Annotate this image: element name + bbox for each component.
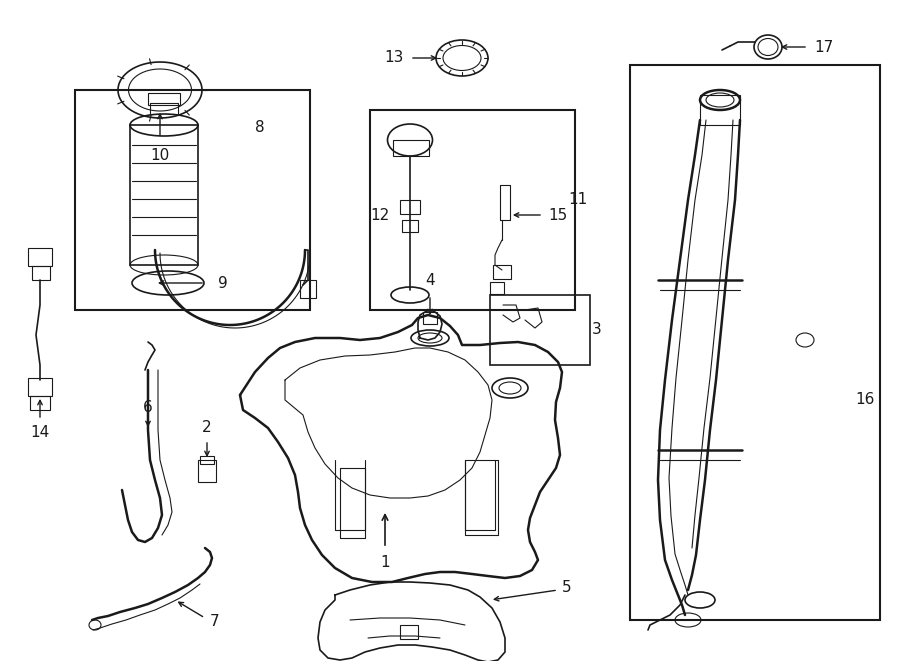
Text: 2: 2 <box>202 420 211 435</box>
Bar <box>493 265 511 279</box>
Text: 3: 3 <box>592 323 602 338</box>
Bar <box>28 378 52 396</box>
Bar <box>300 280 316 298</box>
Bar <box>490 295 590 365</box>
Bar <box>700 95 740 125</box>
Text: 13: 13 <box>384 50 404 65</box>
Text: 9: 9 <box>218 276 228 290</box>
Text: 11: 11 <box>568 192 587 208</box>
Bar <box>400 200 420 214</box>
Bar <box>30 396 50 410</box>
Text: 7: 7 <box>210 615 220 629</box>
Bar <box>198 460 216 482</box>
Text: 10: 10 <box>150 148 169 163</box>
Bar <box>490 282 504 294</box>
Text: 4: 4 <box>425 273 435 288</box>
Bar <box>402 220 418 232</box>
Text: 12: 12 <box>371 208 390 223</box>
Bar <box>148 93 180 105</box>
Bar <box>28 248 52 266</box>
Bar <box>75 90 310 310</box>
Text: 14: 14 <box>31 425 50 440</box>
Bar <box>400 625 418 639</box>
Text: 5: 5 <box>562 580 572 596</box>
Text: 6: 6 <box>143 400 153 415</box>
Text: 17: 17 <box>814 40 833 54</box>
Bar <box>370 110 575 310</box>
Bar <box>200 456 214 464</box>
Bar <box>393 140 429 156</box>
Text: 16: 16 <box>855 393 875 407</box>
Bar <box>423 312 437 324</box>
Bar <box>630 65 880 620</box>
Text: 1: 1 <box>380 555 390 570</box>
Text: 8: 8 <box>255 120 265 134</box>
Bar <box>32 266 50 280</box>
Bar <box>130 125 198 265</box>
Text: 15: 15 <box>548 208 567 223</box>
